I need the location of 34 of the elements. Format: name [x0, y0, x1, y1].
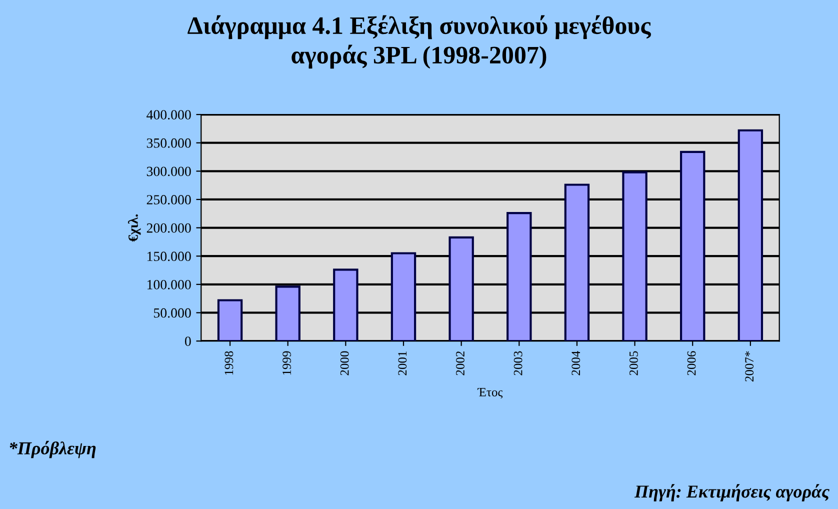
x-tick-label: 2001	[398, 352, 407, 376]
x-axis-title: Έτος	[477, 388, 503, 398]
y-tick-label: 200.000	[146, 223, 191, 233]
bar	[448, 236, 474, 342]
bar	[333, 268, 358, 342]
bar	[622, 171, 648, 342]
y-tick-label: 100.000	[147, 280, 191, 290]
bar	[738, 129, 764, 342]
y-tick-label: 250.000	[146, 195, 191, 204]
y-tick-label: 150.000	[147, 252, 191, 262]
x-tick-label: 2005	[629, 351, 638, 376]
bar	[506, 212, 532, 342]
y-tick-label: 50.000	[154, 308, 191, 318]
bar	[564, 184, 590, 342]
x-tick-label: 2002	[456, 351, 464, 376]
x-tick-label: 1999	[282, 351, 291, 375]
x-tick-label: 2007*	[745, 351, 754, 382]
y-tick-label: 400.000	[146, 110, 191, 120]
chart-title: Διάγραμμα 4.1 Εξέλιξη συνολικού μεγέθους αγοράς 3PL (1998-2007)	[188, 15, 651, 69]
y-tick-label: 350.000	[146, 138, 191, 148]
x-tick-label: 2004	[572, 350, 580, 376]
bar	[680, 150, 706, 342]
x-tick-label: 2000	[340, 351, 349, 376]
text: *Πρόβλεψη	[10, 440, 96, 458]
y-tick-label: 0	[184, 336, 191, 346]
bar	[217, 299, 243, 342]
bar	[390, 252, 416, 342]
x-tick-label: 2006	[687, 351, 696, 376]
x-tick-label: 2003	[514, 351, 522, 376]
text: Πηγή: Εκτιμήσεις αγοράς	[634, 484, 830, 502]
bar	[275, 286, 300, 342]
x-tick-label: 1998	[224, 351, 234, 375]
y-axis-title: €χιλ.	[128, 214, 141, 242]
y-tick-label: 300.000	[146, 166, 191, 176]
